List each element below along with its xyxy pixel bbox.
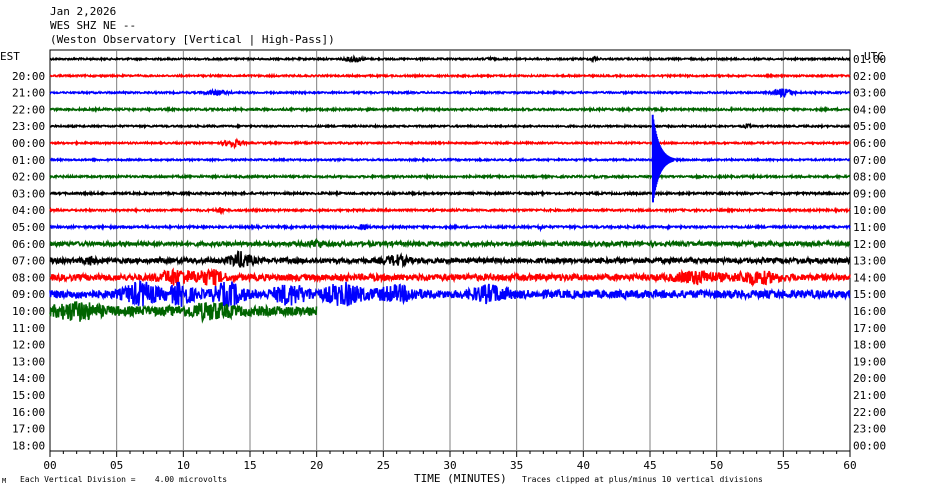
x-tick-label: 10	[177, 459, 190, 472]
right-axis-title: UTC	[864, 50, 884, 63]
row-label-est: 23:00	[12, 120, 45, 133]
row-label-utc: 02:00	[853, 70, 886, 83]
row-label-est: 18:00	[12, 439, 45, 452]
trace-line	[49, 137, 851, 150]
x-tick-label: 05	[110, 459, 123, 472]
row-label-utc: 03:00	[853, 87, 886, 100]
row-label-utc: 16:00	[853, 305, 886, 318]
x-tick-label: 60	[843, 459, 856, 472]
trace-line	[49, 156, 851, 164]
row-label-est: 22:00	[12, 103, 45, 116]
division-note: Each Vertical Division = 4.00 microvolts	[20, 475, 228, 484]
trace-line	[49, 223, 851, 233]
row-label-utc: 17:00	[853, 322, 886, 335]
trace-line	[49, 105, 851, 114]
row-label-utc: 21:00	[853, 389, 886, 402]
row-label-utc: 23:00	[853, 423, 886, 436]
trace-line	[49, 267, 851, 288]
row-label-est: 14:00	[12, 372, 45, 385]
x-tick-label: 50	[710, 459, 723, 472]
trace-line	[50, 189, 851, 198]
trace-line	[49, 250, 851, 269]
x-tick-label: 00	[43, 459, 56, 472]
row-label-utc: 01:00	[853, 53, 886, 66]
row-label-est: 10:00	[12, 305, 45, 318]
x-tick-label: 45	[643, 459, 656, 472]
row-label-utc: 00:00	[853, 439, 886, 452]
row-label-est: 16:00	[12, 406, 45, 419]
row-label-utc: 14:00	[853, 271, 886, 284]
row-label-est: 09:00	[12, 288, 45, 301]
trace-line	[49, 206, 851, 216]
station-code: WES SHZ NE --	[50, 19, 137, 32]
row-label-est: 15:00	[12, 389, 45, 402]
row-label-est: 07:00	[12, 255, 45, 268]
left-axis-title: EST	[0, 50, 20, 63]
x-tick-label: 15	[243, 459, 256, 472]
chart-date: Jan 2,2026	[50, 5, 117, 18]
row-label-utc: 11:00	[853, 221, 886, 234]
row-label-est: 04:00	[12, 204, 45, 217]
event-trace	[651, 114, 675, 203]
row-label-utc: 20:00	[853, 372, 886, 385]
row-label-utc: 19:00	[853, 355, 886, 368]
row-label-est: 08:00	[12, 271, 45, 284]
row-label-est: 05:00	[12, 221, 45, 234]
trace-line	[49, 301, 318, 324]
row-label-est: 02:00	[12, 171, 45, 184]
row-label-est: 12:00	[12, 339, 45, 352]
footer-mark: M	[2, 477, 7, 485]
row-label-utc: 13:00	[853, 255, 886, 268]
row-label-utc: 04:00	[853, 103, 886, 116]
row-label-utc: 15:00	[853, 288, 886, 301]
row-label-utc: 09:00	[853, 187, 886, 200]
trace-line	[49, 87, 851, 99]
trace-line	[49, 54, 851, 64]
trace-line	[49, 237, 851, 249]
row-label-est: 01:00	[12, 154, 45, 167]
row-label-utc: 18:00	[853, 339, 886, 352]
row-label-utc: 06:00	[853, 137, 886, 150]
clip-note: Traces clipped at plus/minus 10 vertical…	[522, 475, 763, 484]
row-label-utc: 07:00	[853, 154, 886, 167]
row-label-est: 13:00	[12, 355, 45, 368]
x-tick-label: 35	[510, 459, 523, 472]
row-label-utc: 05:00	[853, 120, 886, 133]
trace-line	[50, 122, 851, 130]
row-label-est: 06:00	[12, 238, 45, 251]
x-tick-label: 30	[443, 459, 456, 472]
trace-line	[49, 172, 851, 181]
x-tick-label: 40	[577, 459, 590, 472]
row-label-est: 21:00	[12, 87, 45, 100]
trace-line	[49, 280, 851, 308]
x-tick-label: 55	[777, 459, 790, 472]
row-label-utc: 22:00	[853, 406, 886, 419]
row-label-utc: 12:00	[853, 238, 886, 251]
row-label-est: 11:00	[12, 322, 45, 335]
x-axis-title: TIME (MINUTES)	[414, 472, 507, 485]
row-label-utc: 08:00	[853, 171, 886, 184]
row-label-est: 03:00	[12, 187, 45, 200]
row-label-est: 17:00	[12, 423, 45, 436]
row-label-est: 20:00	[12, 70, 45, 83]
trace-line	[49, 72, 851, 80]
chart-description: (Weston Observatory [Vertical | High-Pas…	[50, 33, 335, 46]
row-label-est: 00:00	[12, 137, 45, 150]
x-tick-label: 20	[310, 459, 323, 472]
row-label-utc: 10:00	[853, 204, 886, 217]
x-tick-label: 25	[377, 459, 390, 472]
